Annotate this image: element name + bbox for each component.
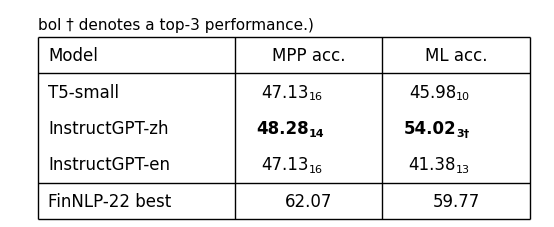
Text: 16: 16 [309,164,322,174]
Text: MPP acc.: MPP acc. [272,47,345,65]
Text: 47.13: 47.13 [261,156,309,174]
Text: InstructGPT-zh: InstructGPT-zh [48,119,168,137]
Text: 59.77: 59.77 [433,192,480,210]
Text: bol † denotes a top-3 performance.): bol † denotes a top-3 performance.) [38,18,314,33]
Text: 10: 10 [456,92,470,102]
Text: 47.13: 47.13 [261,83,309,101]
Text: ML acc.: ML acc. [425,47,488,65]
Text: 62.07: 62.07 [285,192,332,210]
Text: 14: 14 [309,128,324,138]
Text: 3†: 3† [456,128,469,138]
Text: 41.38: 41.38 [409,156,456,174]
Text: T5-small: T5-small [48,83,119,101]
Text: Model: Model [48,47,98,65]
Text: 48.28: 48.28 [256,119,309,137]
Text: FinNLP-22 best: FinNLP-22 best [48,192,171,210]
Text: 54.02: 54.02 [403,119,456,137]
Text: 16: 16 [309,92,322,102]
Text: 45.98: 45.98 [409,83,456,101]
Text: 13: 13 [456,164,470,174]
Text: InstructGPT-en: InstructGPT-en [48,156,170,174]
